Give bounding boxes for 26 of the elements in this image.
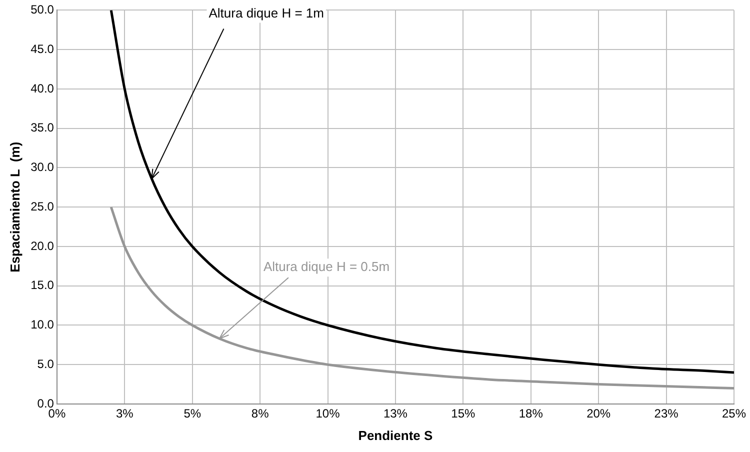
y-axis-title: Espaciamiento L (m) xyxy=(7,142,22,272)
x-tick-label: 15% xyxy=(451,406,476,421)
x-tick-label: 5% xyxy=(184,406,202,421)
annotation: Altura dique H = 1m xyxy=(208,5,324,20)
annotation: Altura dique H = 0.5m xyxy=(263,259,390,274)
y-tick-label: 25.0 xyxy=(30,199,54,214)
y-tick-label: 10.0 xyxy=(30,318,54,332)
x-tick-label: 13% xyxy=(383,406,408,421)
y-tick-label: 40.0 xyxy=(30,81,54,96)
y-tick-label: 20.0 xyxy=(30,238,54,253)
y-tick-label: 5.0 xyxy=(37,356,54,371)
y-tick-label: 35.0 xyxy=(30,120,54,135)
line-series xyxy=(110,10,734,374)
y-tick-label: 15.0 xyxy=(30,278,54,292)
x-tick-label: 20% xyxy=(586,406,611,421)
y-tick-label: 50.0 xyxy=(30,2,54,17)
x-tick-label: 23% xyxy=(654,406,679,421)
x-tick-label: 3% xyxy=(116,406,134,421)
x-tick-label: 25% xyxy=(722,406,746,421)
x-tick-label: 18% xyxy=(518,406,544,421)
y-tick-label: 30.0 xyxy=(30,160,54,174)
x-tick-label: 10% xyxy=(316,406,340,421)
x-tick-label: 8% xyxy=(251,406,270,421)
line-series xyxy=(110,206,734,390)
y-tick-label: 45.0 xyxy=(30,42,54,56)
x-axis-title: Pendiente S xyxy=(358,428,434,443)
